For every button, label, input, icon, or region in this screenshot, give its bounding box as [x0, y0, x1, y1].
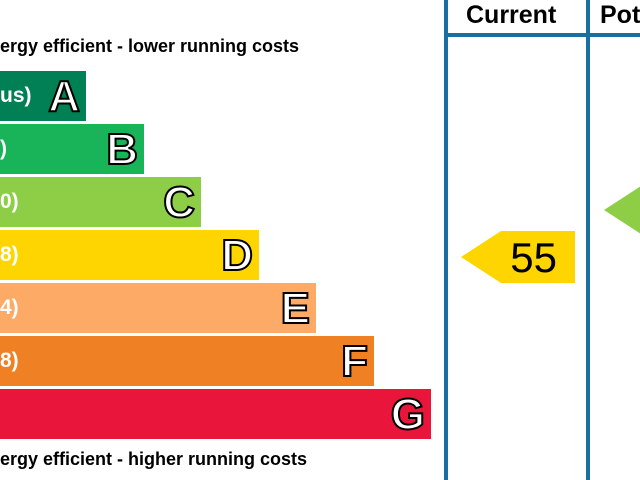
current-rating-value: 55 [510, 234, 557, 281]
band-letter: A [47, 71, 81, 122]
band-letter: E [280, 283, 311, 334]
band-e: 4) E [0, 283, 316, 334]
band-range-label: ) [0, 137, 7, 160]
band-letter: D [220, 230, 254, 281]
band-letter: F [340, 336, 369, 387]
band-letter: B [105, 124, 139, 175]
band-b: ) B [0, 124, 144, 175]
band-letter: C [162, 177, 196, 228]
band-range-label: us) [0, 84, 32, 107]
current-column-header: Current [466, 1, 557, 29]
header-divider [444, 33, 640, 37]
band-d: 8) D [0, 230, 259, 281]
band-f: 8) F [0, 336, 374, 387]
band-range-label: 8) [0, 349, 19, 372]
top-caption: ergy efficient - lower running costs [0, 36, 300, 56]
potential-rating-arrow [604, 184, 640, 236]
column-divider-mid [586, 0, 590, 480]
band-range-label: 0) [0, 190, 19, 213]
band-letter: G [390, 389, 426, 440]
bottom-caption: ergy efficient - higher running costs [0, 449, 308, 469]
current-rating-arrow: 55 [461, 231, 575, 283]
potential-column-header: Pot [600, 1, 640, 29]
band-range-label: 4) [0, 296, 19, 319]
band-c: 0) C [0, 177, 201, 228]
band-a: us) A [0, 71, 86, 122]
column-divider-left [444, 0, 448, 480]
band-g: G [0, 389, 431, 440]
band-range-label: 8) [0, 243, 19, 266]
